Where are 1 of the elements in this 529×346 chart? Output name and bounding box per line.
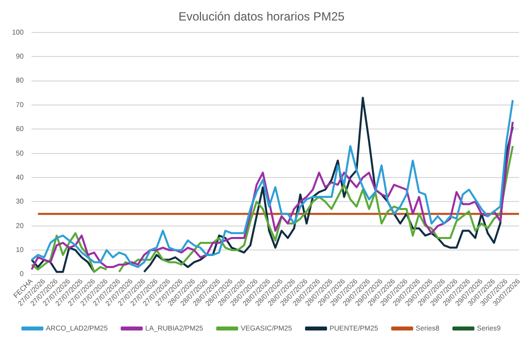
chart-title: Evolución datos horarios PM25 (178, 10, 345, 24)
